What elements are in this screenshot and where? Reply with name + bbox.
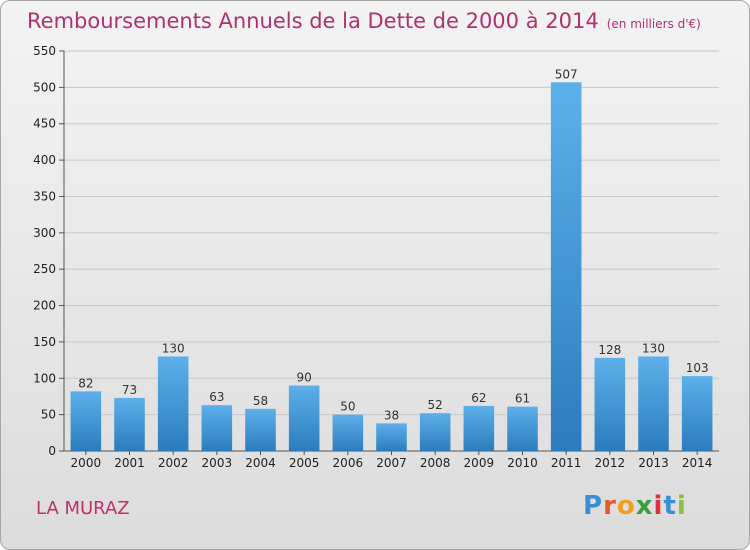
- logo-letter: i: [676, 491, 687, 521]
- data-label: 58: [253, 394, 268, 408]
- y-tick-label: 0: [48, 444, 56, 458]
- x-tick-label: 2005: [289, 456, 320, 470]
- data-label: 52: [428, 398, 443, 412]
- data-label: 130: [642, 341, 665, 355]
- logo-letter: x: [635, 491, 654, 521]
- x-tick-label: 2014: [682, 456, 713, 470]
- data-label: 130: [162, 341, 185, 355]
- x-tick-label: 2008: [420, 456, 451, 470]
- data-label: 82: [78, 376, 93, 390]
- data-label: 63: [209, 390, 224, 404]
- bar: [419, 413, 451, 451]
- logo-letter: P: [583, 491, 604, 521]
- y-tick-label: 300: [33, 226, 56, 240]
- bar: [201, 405, 233, 451]
- bar: [594, 357, 626, 451]
- y-tick-label: 200: [33, 299, 56, 313]
- y-tick-label: 150: [33, 335, 56, 349]
- data-label: 128: [598, 343, 621, 357]
- bar: [245, 408, 276, 451]
- x-tick-label: 2009: [464, 456, 495, 470]
- bar: [332, 414, 364, 451]
- logo-letter: o: [616, 491, 636, 521]
- x-tick-label: 2002: [158, 456, 189, 470]
- x-tick-label: 2013: [638, 456, 669, 470]
- data-label: 62: [471, 391, 486, 405]
- y-tick-label: 400: [33, 153, 56, 167]
- bar: [681, 376, 713, 451]
- data-label: 73: [122, 383, 137, 397]
- y-tick-label: 100: [33, 371, 56, 385]
- proxiti-logo: Proxiti: [583, 491, 687, 521]
- bar: [376, 423, 407, 451]
- x-tick-label: 2003: [202, 456, 233, 470]
- bar: [550, 82, 582, 451]
- x-tick-label: 2004: [245, 456, 276, 470]
- bar: [70, 391, 102, 451]
- x-tick-label: 2001: [114, 456, 145, 470]
- x-tick-label: 2012: [595, 456, 626, 470]
- y-tick-label: 450: [33, 117, 56, 131]
- bar: [638, 356, 669, 451]
- logo-letter: i: [653, 491, 664, 521]
- data-label: 90: [297, 371, 312, 385]
- bar: [463, 405, 495, 451]
- data-label: 50: [340, 400, 355, 414]
- x-tick-label: 2007: [376, 456, 407, 470]
- x-tick-label: 2011: [551, 456, 582, 470]
- x-tick-label: 2006: [333, 456, 364, 470]
- bar: [157, 356, 189, 451]
- bar: [507, 406, 538, 451]
- logo-letter: r: [603, 491, 617, 521]
- chart-title-unit: (en milliers d'€): [606, 17, 701, 31]
- data-label: 61: [515, 392, 530, 406]
- data-label: 103: [686, 361, 709, 375]
- logo-letter: t: [663, 491, 677, 521]
- commune-name: LA MURAZ: [36, 498, 130, 519]
- chart-title-main: Remboursements Annuels de la Dette de 20…: [27, 9, 599, 33]
- y-tick-label: 500: [33, 80, 56, 94]
- y-tick-label: 550: [33, 44, 56, 58]
- data-label: 507: [555, 67, 578, 81]
- data-label: 38: [384, 408, 399, 422]
- x-tick-label: 2000: [71, 456, 102, 470]
- bar: [114, 397, 145, 451]
- y-tick-label: 50: [41, 408, 56, 422]
- chart-title: Remboursements Annuels de la Dette de 20…: [27, 9, 701, 33]
- bar: [288, 385, 320, 451]
- y-tick-label: 350: [33, 189, 56, 203]
- x-tick-label: 2010: [507, 456, 538, 470]
- y-tick-label: 250: [33, 262, 56, 276]
